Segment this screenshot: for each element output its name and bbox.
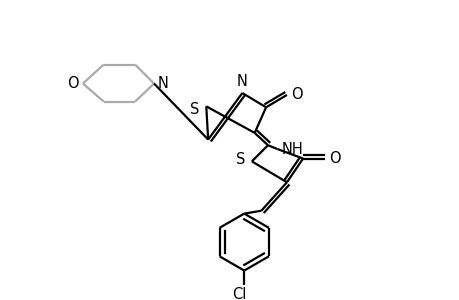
Text: N: N <box>236 74 247 89</box>
Text: S: S <box>235 152 245 167</box>
Text: NH: NH <box>281 142 303 157</box>
Text: O: O <box>67 76 79 91</box>
Text: N: N <box>158 76 168 91</box>
Text: Cl: Cl <box>232 287 246 300</box>
Text: O: O <box>291 87 302 102</box>
Text: S: S <box>190 102 199 117</box>
Text: O: O <box>329 151 341 166</box>
